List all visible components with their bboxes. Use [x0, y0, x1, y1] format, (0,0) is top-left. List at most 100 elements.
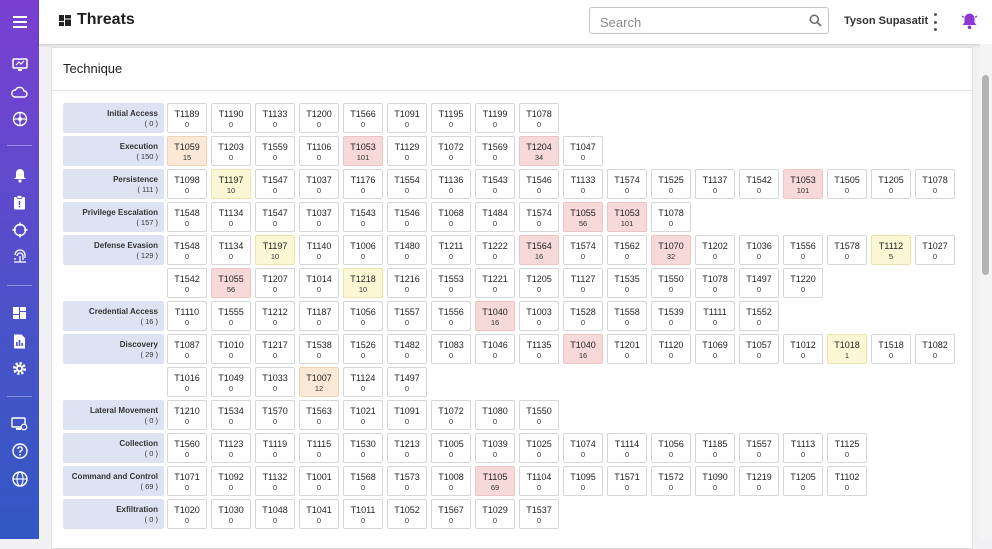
technique-cell[interactable]: T1119 0: [255, 433, 295, 463]
technique-cell[interactable]: T1219 0: [739, 466, 779, 496]
technique-cell[interactable]: T1203 0: [211, 136, 251, 166]
technique-cell[interactable]: T1548 0: [167, 235, 207, 265]
monitor-icon[interactable]: [0, 54, 39, 76]
technique-cell[interactable]: T1055 56: [563, 202, 603, 232]
technique-cell[interactable]: T1057 0: [739, 334, 779, 364]
technique-cell[interactable]: T1538 0: [299, 334, 339, 364]
technique-cell[interactable]: T1556 0: [431, 301, 471, 331]
technique-cell[interactable]: T1020 0: [167, 499, 207, 529]
technique-cell[interactable]: T1542 0: [739, 169, 779, 199]
technique-cell[interactable]: T1059 15: [167, 136, 207, 166]
technique-cell[interactable]: T1021 0: [343, 400, 383, 430]
technique-cell[interactable]: T1528 0: [563, 301, 603, 331]
technique-cell[interactable]: T1525 0: [651, 169, 691, 199]
technique-cell[interactable]: T1068 0: [431, 202, 471, 232]
technique-cell[interactable]: T1006 0: [343, 235, 383, 265]
technique-cell[interactable]: T1574 0: [607, 169, 647, 199]
technique-cell[interactable]: T1007 12: [299, 367, 339, 397]
technique-cell[interactable]: T1556 0: [783, 235, 823, 265]
technique-cell[interactable]: T1113 0: [783, 433, 823, 463]
technique-cell[interactable]: T1200 0: [299, 103, 339, 133]
tactic-label[interactable]: Initial Access( 0 ): [63, 103, 164, 133]
technique-cell[interactable]: T1123 0: [211, 433, 251, 463]
technique-cell[interactable]: T1220 0: [783, 268, 823, 298]
technique-cell[interactable]: T1201 0: [607, 334, 647, 364]
technique-cell[interactable]: T1055 56: [211, 268, 251, 298]
technique-cell[interactable]: T1132 0: [255, 466, 295, 496]
technique-cell[interactable]: T1083 0: [431, 334, 471, 364]
technique-cell[interactable]: T1091 0: [387, 103, 427, 133]
technique-cell[interactable]: T1546 0: [387, 202, 427, 232]
technique-cell[interactable]: T1574 0: [563, 235, 603, 265]
technique-cell[interactable]: T1547 0: [255, 169, 295, 199]
technique-cell[interactable]: T1135 0: [519, 334, 559, 364]
tactic-label[interactable]: Collection( 0 ): [63, 433, 164, 463]
tactic-label[interactable]: Discovery( 29 ): [63, 334, 164, 364]
technique-cell[interactable]: T1090 0: [695, 466, 735, 496]
technique-cell[interactable]: T1140 0: [299, 235, 339, 265]
technique-cell[interactable]: T1497 0: [387, 367, 427, 397]
technique-cell[interactable]: T1110 0: [167, 301, 207, 331]
technique-cell[interactable]: T1199 0: [475, 103, 515, 133]
technique-cell[interactable]: T1216 0: [387, 268, 427, 298]
technique-cell[interactable]: T1197 10: [211, 169, 251, 199]
technique-cell[interactable]: T1127 0: [563, 268, 603, 298]
search-box[interactable]: [589, 7, 829, 34]
technique-cell[interactable]: T1078 0: [519, 103, 559, 133]
technique-cell[interactable]: T1056 0: [651, 433, 691, 463]
technique-cell[interactable]: T1011 0: [343, 499, 383, 529]
technique-cell[interactable]: T1037 0: [299, 169, 339, 199]
technique-cell[interactable]: T1074 0: [563, 433, 603, 463]
technique-cell[interactable]: T1526 0: [343, 334, 383, 364]
technique-cell[interactable]: T1189 0: [167, 103, 207, 133]
menu-icon[interactable]: [0, 11, 39, 33]
technique-cell[interactable]: T1207 0: [255, 268, 295, 298]
technique-cell[interactable]: T1557 0: [387, 301, 427, 331]
technique-cell[interactable]: T1125 0: [827, 433, 867, 463]
technique-cell[interactable]: T1040 16: [475, 301, 515, 331]
technique-cell[interactable]: T1187 0: [299, 301, 339, 331]
technique-cell[interactable]: T1049 0: [211, 367, 251, 397]
report-icon[interactable]: [0, 330, 39, 352]
technique-cell[interactable]: T1197 10: [255, 235, 295, 265]
scrollbar-thumb[interactable]: [982, 75, 989, 275]
technique-cell[interactable]: T1112 5: [871, 235, 911, 265]
technique-cell[interactable]: T1537 0: [519, 499, 559, 529]
tactic-label[interactable]: Credential Access( 16 ): [63, 301, 164, 331]
technique-cell[interactable]: T1557 0: [739, 433, 779, 463]
technique-cell[interactable]: T1564 16: [519, 235, 559, 265]
technique-cell[interactable]: T1205 0: [783, 466, 823, 496]
technique-cell[interactable]: T1080 0: [475, 400, 515, 430]
technique-cell[interactable]: T1102 0: [827, 466, 867, 496]
bell-icon[interactable]: [0, 164, 39, 186]
technique-cell[interactable]: T1012 0: [783, 334, 823, 364]
technique-cell[interactable]: T1056 0: [343, 301, 383, 331]
settings-icon[interactable]: [0, 357, 39, 379]
technique-cell[interactable]: T1052 0: [387, 499, 427, 529]
technique-cell[interactable]: T1133 0: [563, 169, 603, 199]
technique-cell[interactable]: T1534 0: [211, 400, 251, 430]
technique-cell[interactable]: T1069 0: [695, 334, 735, 364]
more-options-icon[interactable]: [931, 13, 939, 31]
technique-cell[interactable]: T1095 0: [563, 466, 603, 496]
technique-cell[interactable]: T1039 0: [475, 433, 515, 463]
technique-cell[interactable]: T1030 0: [211, 499, 251, 529]
tactic-label[interactable]: Lateral Movement( 0 ): [63, 400, 164, 430]
technique-cell[interactable]: T1185 0: [695, 433, 735, 463]
technique-cell[interactable]: T1190 0: [211, 103, 251, 133]
technique-cell[interactable]: T1202 0: [695, 235, 735, 265]
technique-cell[interactable]: T1518 0: [871, 334, 911, 364]
technique-cell[interactable]: T1542 0: [167, 268, 207, 298]
technique-cell[interactable]: T1078 0: [915, 169, 955, 199]
technique-cell[interactable]: T1053 101: [343, 136, 383, 166]
technique-cell[interactable]: T1053 101: [783, 169, 823, 199]
technique-cell[interactable]: T1571 0: [607, 466, 647, 496]
technique-cell[interactable]: T1106 0: [299, 136, 339, 166]
help-icon[interactable]: [0, 440, 39, 462]
technique-cell[interactable]: T1046 0: [475, 334, 515, 364]
technique-cell[interactable]: T1530 0: [343, 433, 383, 463]
technique-cell[interactable]: T1047 0: [563, 136, 603, 166]
technique-cell[interactable]: T1205 0: [871, 169, 911, 199]
technique-cell[interactable]: T1082 0: [915, 334, 955, 364]
technique-cell[interactable]: T1204 34: [519, 136, 559, 166]
